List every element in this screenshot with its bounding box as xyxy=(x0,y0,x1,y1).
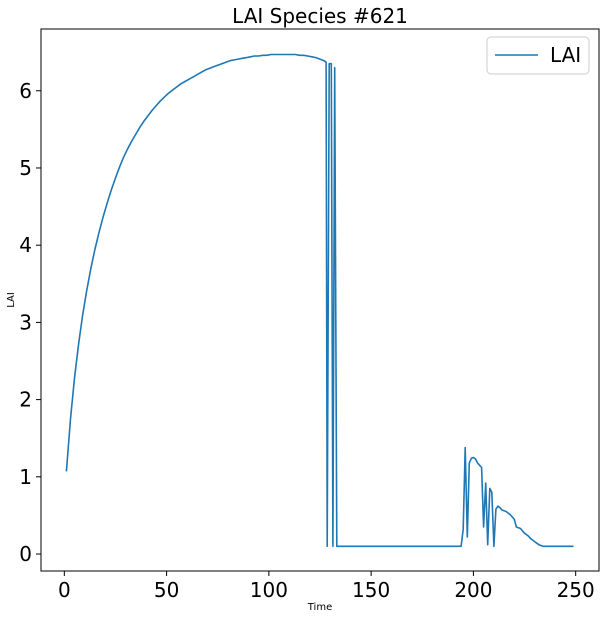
plot-area-frame xyxy=(40,28,600,572)
x-tick-label: 50 xyxy=(154,578,179,602)
chart-title: LAI Species #621 xyxy=(232,4,408,28)
y-axis-ticks: 0 1 2 3 4 5 6 xyxy=(19,79,41,566)
y-tick-label: 2 xyxy=(19,388,32,412)
series-line-lai xyxy=(65,53,574,548)
x-tick-label: 100 xyxy=(250,578,288,602)
legend-label-lai: LAI xyxy=(550,43,581,67)
y-tick-label: 1 xyxy=(19,465,32,489)
x-axis-label: Time xyxy=(307,602,332,613)
y-tick-label: 4 xyxy=(19,233,32,257)
x-tick-label: 0 xyxy=(58,578,71,602)
legend: LAI xyxy=(486,36,590,75)
y-tick-label: 0 xyxy=(19,542,32,566)
x-tick-label: 250 xyxy=(557,578,595,602)
x-axis-ticks: 0 50 100 150 200 250 xyxy=(58,571,595,602)
y-tick-label: 5 xyxy=(19,156,32,180)
y-tick-label: 3 xyxy=(19,310,32,334)
y-axis-label: LAI xyxy=(6,292,17,308)
x-tick-label: 200 xyxy=(454,578,492,602)
x-tick-label: 150 xyxy=(352,578,390,602)
y-tick-label: 6 xyxy=(19,79,32,103)
